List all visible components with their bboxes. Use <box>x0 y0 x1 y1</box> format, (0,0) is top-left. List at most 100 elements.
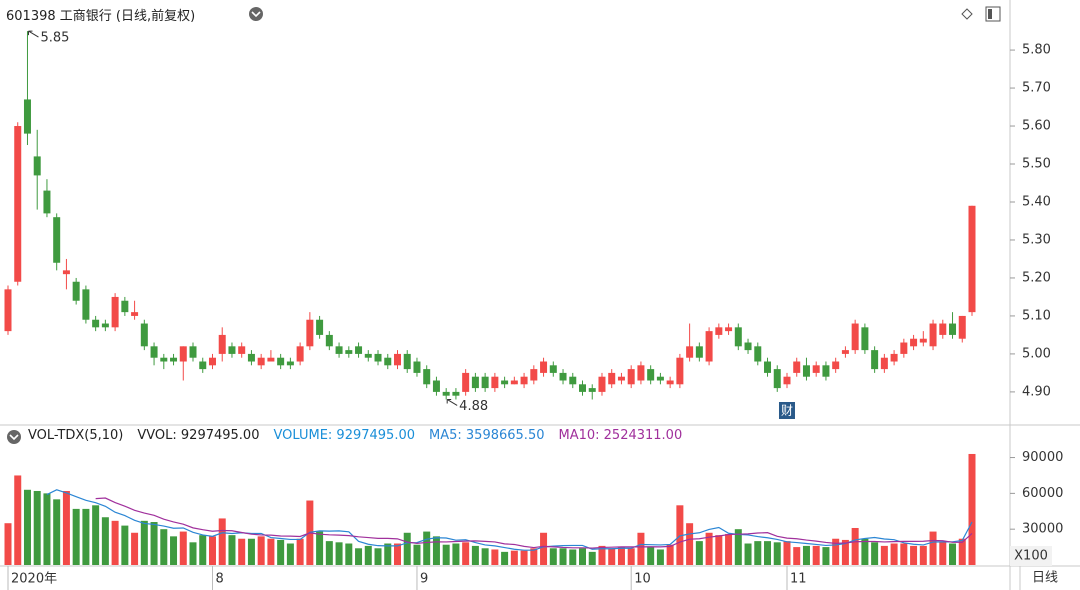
volume-bar <box>939 542 947 565</box>
candle-body <box>871 350 879 370</box>
volume-bar <box>783 541 791 565</box>
max-label: 5.85 <box>40 31 69 46</box>
volume-bar <box>462 542 470 565</box>
candle-body <box>666 380 674 385</box>
volume-bar <box>725 533 733 565</box>
candle-body <box>72 281 80 301</box>
candle-body <box>880 357 888 370</box>
candle-body <box>53 217 61 263</box>
volume-bar <box>598 545 606 565</box>
volume-bar <box>131 532 139 565</box>
volume-bar <box>111 520 119 565</box>
candle-body <box>403 353 411 370</box>
vol-dropdown-icon[interactable] <box>7 430 21 444</box>
x-tick-label: 8 <box>215 572 223 587</box>
volume-bar <box>890 543 898 565</box>
volume-bar <box>140 520 148 565</box>
candle-body <box>111 296 119 328</box>
candle-body <box>23 99 31 134</box>
candle-body <box>637 365 645 381</box>
volume-bar <box>72 508 80 565</box>
volume-bar <box>442 544 450 565</box>
candle-body <box>364 353 372 358</box>
candle-body <box>462 372 470 392</box>
legend-entry: MA5: 3598665.50 <box>429 428 545 443</box>
y-tick-label: 5.60 <box>1022 119 1051 134</box>
volume-bar <box>403 532 411 565</box>
diamond-button[interactable] <box>961 8 973 20</box>
candle-body <box>812 365 820 373</box>
candle-body <box>4 289 12 332</box>
volume-bar <box>393 543 401 565</box>
candle-body <box>471 376 479 389</box>
volume-bar <box>880 545 888 565</box>
volume-bar <box>189 542 197 565</box>
min-arrow <box>446 398 458 406</box>
volume-bar <box>62 490 70 565</box>
candle-body <box>705 331 713 362</box>
candle-body <box>929 323 937 347</box>
x-tick-label: 2020年 <box>11 572 57 587</box>
candle-body <box>218 334 226 354</box>
volume-bar <box>734 529 742 565</box>
candle-body <box>510 380 518 385</box>
layout-button-fill <box>988 9 992 19</box>
candle-body <box>569 376 577 385</box>
volume-title: VOL-TDX(5,10) <box>28 428 124 443</box>
volume-bar <box>958 538 966 565</box>
volume-bar <box>491 549 499 565</box>
candle-body <box>306 319 314 347</box>
candle-body <box>199 361 207 370</box>
candle-body <box>121 300 129 313</box>
candle-body <box>608 372 616 385</box>
candle-body <box>355 346 363 354</box>
y-tick-label: 60000 <box>1022 486 1063 501</box>
volume-bar <box>92 505 100 565</box>
volume-bar <box>822 547 830 565</box>
volume-bar <box>569 549 577 565</box>
candle-body <box>131 312 139 316</box>
candle-body <box>783 376 791 385</box>
candle-body <box>481 376 489 389</box>
volume-bar <box>208 536 216 565</box>
volume-bar <box>764 541 772 565</box>
volume-bar <box>666 544 674 565</box>
candle-body <box>374 353 382 362</box>
volume-bar <box>82 508 90 565</box>
volume-bar <box>238 538 246 565</box>
layout-button[interactable] <box>985 6 1001 22</box>
y-tick-label: 5.50 <box>1022 157 1051 172</box>
candle-body <box>393 353 401 366</box>
volume-bar <box>277 539 285 565</box>
volume-bar <box>841 539 849 565</box>
candle-body <box>588 388 596 392</box>
volume-bar <box>559 548 567 565</box>
candle-body <box>160 357 168 362</box>
dropdown-icon[interactable] <box>249 7 263 21</box>
volume-bar <box>608 548 616 565</box>
unit-label: X100 <box>1014 549 1048 564</box>
candle-body <box>501 380 509 385</box>
volume-bar <box>33 490 41 565</box>
volume-header: VOL-TDX(5,10) VVOL: 9297495.00 VOLUME: 9… <box>28 428 682 443</box>
candle-body <box>686 346 694 358</box>
candle-body <box>267 357 275 362</box>
candle-body <box>189 346 197 358</box>
volume-bar <box>754 541 762 565</box>
volume-bar <box>170 536 178 565</box>
y-tick-label: 4.90 <box>1022 384 1051 399</box>
candle-body <box>715 327 723 335</box>
volume-bar <box>179 531 187 565</box>
period-tab[interactable]: 日线 <box>1032 571 1058 586</box>
volume-bar <box>286 543 294 565</box>
volume-bar <box>257 536 265 565</box>
y-tick-label: 30000 <box>1022 522 1063 537</box>
candle-body <box>452 391 460 396</box>
candle-body <box>238 346 246 354</box>
volume-bar <box>919 545 927 565</box>
volume-bar <box>228 535 236 565</box>
candle-body <box>549 365 557 373</box>
candle-body <box>413 361 421 373</box>
volume-bar <box>150 522 158 565</box>
